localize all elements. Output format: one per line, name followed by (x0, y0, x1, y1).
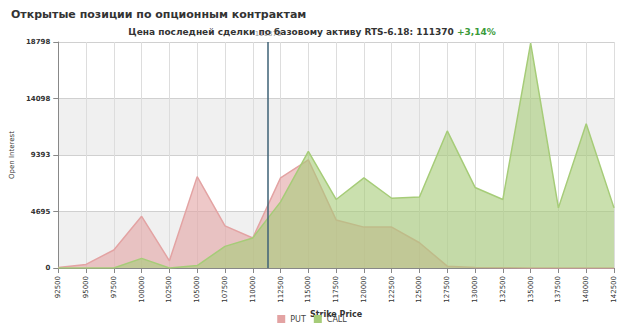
svg-text:14098: 14098 (26, 95, 50, 103)
svg-text:Strike Price: Strike Price (310, 310, 363, 320)
svg-text:Открытые позиции по опционным: Открытые позиции по опционным контрактам (11, 8, 306, 21)
svg-text:Цена последней сделки по базов: Цена последней сделки по базовому активу… (128, 27, 457, 37)
svg-text:140000: 140000 (582, 276, 590, 303)
svg-text:95000: 95000 (82, 276, 90, 298)
svg-text:107500: 107500 (221, 276, 229, 303)
svg-text:Open Interest: Open Interest (8, 131, 16, 179)
svg-text:97500: 97500 (110, 276, 118, 298)
svg-text:92500: 92500 (54, 276, 62, 298)
svg-text:112500: 112500 (277, 276, 285, 303)
svg-text:127500: 127500 (443, 276, 451, 303)
svg-text:137500: 137500 (554, 276, 562, 303)
svg-text:110000: 110000 (249, 276, 257, 303)
svg-text:135000: 135000 (527, 276, 535, 303)
svg-text:+3,14%: +3,14% (457, 27, 496, 37)
svg-text:100000: 100000 (138, 276, 146, 303)
svg-text:142500: 142500 (610, 276, 618, 303)
svg-text:117500: 117500 (332, 276, 340, 303)
svg-text:132500: 132500 (499, 276, 507, 303)
svg-text:CALL: CALL (327, 315, 348, 324)
svg-text:4695: 4695 (31, 208, 51, 216)
svg-text:105000: 105000 (193, 276, 201, 303)
svg-text:115000: 115000 (304, 276, 312, 303)
svg-text:0: 0 (45, 264, 50, 272)
svg-text:122500: 122500 (388, 276, 396, 303)
svg-text:9393: 9393 (31, 151, 51, 159)
svg-text:120000: 120000 (360, 276, 368, 303)
svg-text:130000: 130000 (471, 276, 479, 303)
svg-text:PUT: PUT (290, 315, 306, 324)
svg-text:102500: 102500 (165, 276, 173, 303)
svg-text:125000: 125000 (415, 276, 423, 303)
svg-text:18798: 18798 (26, 38, 50, 46)
